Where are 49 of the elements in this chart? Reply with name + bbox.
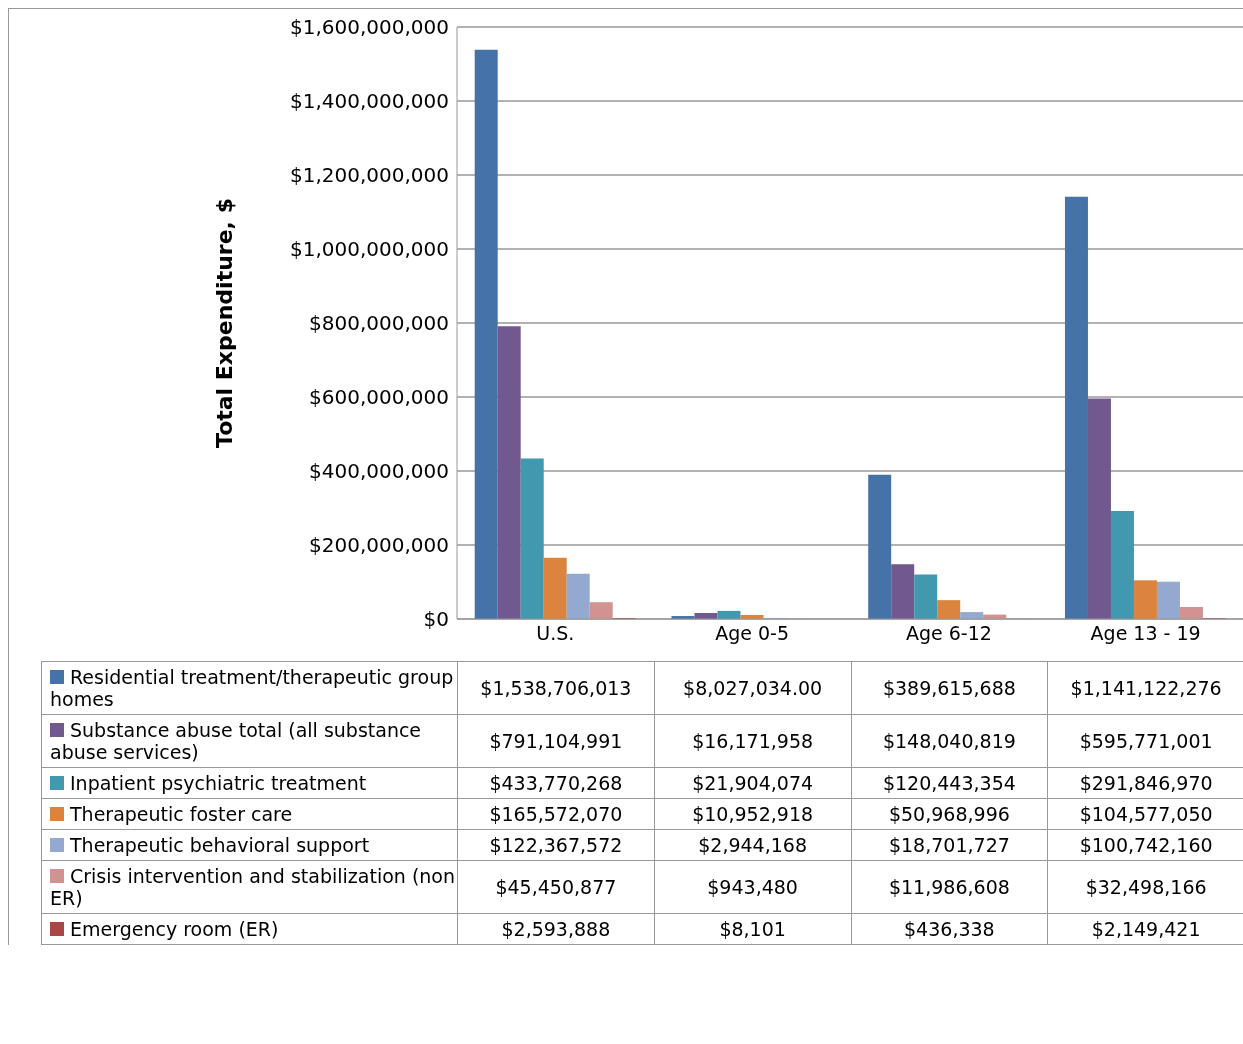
data-label: $943,480	[654, 860, 851, 914]
y-tick-label: $200,000,000	[309, 533, 449, 558]
legend-label: Substance abuse total (all substance abuse services)	[41, 714, 458, 768]
data-label: $21,904,074	[654, 767, 851, 799]
data-label: $104,577,050	[1047, 798, 1243, 830]
data-label: $389,615,688	[851, 661, 1048, 715]
legend-label: Crisis intervention and stabilization (non ER)	[41, 860, 458, 914]
y-tick-label: $600,000,000	[309, 385, 449, 410]
data-label: $1,141,122,276	[1047, 661, 1243, 715]
data-label: $45,450,877	[457, 860, 655, 914]
data-label: $148,040,819	[851, 714, 1048, 768]
y-tick-label: $0	[423, 607, 449, 632]
x-tick-label: Age 13 - 19	[1090, 622, 1201, 645]
legend-label: Emergency room (ER)	[41, 913, 458, 945]
data-label: $18,701,727	[851, 829, 1048, 861]
data-label: $100,742,160	[1047, 829, 1243, 861]
data-label: $791,104,991	[457, 714, 655, 768]
data-label: $165,572,070	[457, 798, 655, 830]
data-label: $436,338	[851, 913, 1048, 945]
data-label: $595,771,001	[1047, 714, 1243, 768]
data-label: $122,367,572	[457, 829, 655, 861]
data-label: $8,101	[654, 913, 851, 945]
data-label: $10,952,918	[654, 798, 851, 830]
data-label: $291,846,970	[1047, 767, 1243, 799]
y-axis-title: Total Expenditure, $	[211, 198, 237, 448]
data-label: $16,171,958	[654, 714, 851, 768]
y-tick-label: $1,000,000,000	[289, 237, 449, 262]
x-tick-label: Age 0-5	[715, 622, 790, 645]
data-label: $11,986,608	[851, 860, 1048, 914]
data-label: $433,770,268	[457, 767, 655, 799]
data-label: $8,027,034.00	[654, 661, 851, 715]
legend-label: Residential treatment/therapeutic group homes	[41, 661, 458, 715]
data-label: $2,149,421	[1047, 913, 1243, 945]
data-label: $120,443,354	[851, 767, 1048, 799]
y-tick-label: $1,400,000,000	[289, 89, 449, 114]
data-label: $2,593,888	[457, 913, 655, 945]
data-label: $50,968,996	[851, 798, 1048, 830]
data-label: $2,944,168	[654, 829, 851, 861]
y-tick-label: $1,200,000,000	[289, 163, 449, 188]
x-tick-label: U.S.	[536, 622, 575, 645]
legend-label: Inpatient psychiatric treatment	[41, 767, 458, 799]
y-tick-label: $1,600,000,000	[289, 15, 449, 40]
data-label: $32,498,166	[1047, 860, 1243, 914]
y-tick-label: $800,000,000	[309, 311, 449, 336]
x-tick-label: Age 6-12	[905, 622, 992, 645]
data-label: $1,538,706,013	[457, 661, 655, 715]
legend-label: Therapeutic behavioral support	[41, 829, 458, 861]
legend-label: Therapeutic foster care	[41, 798, 458, 830]
y-tick-label: $400,000,000	[309, 459, 449, 484]
